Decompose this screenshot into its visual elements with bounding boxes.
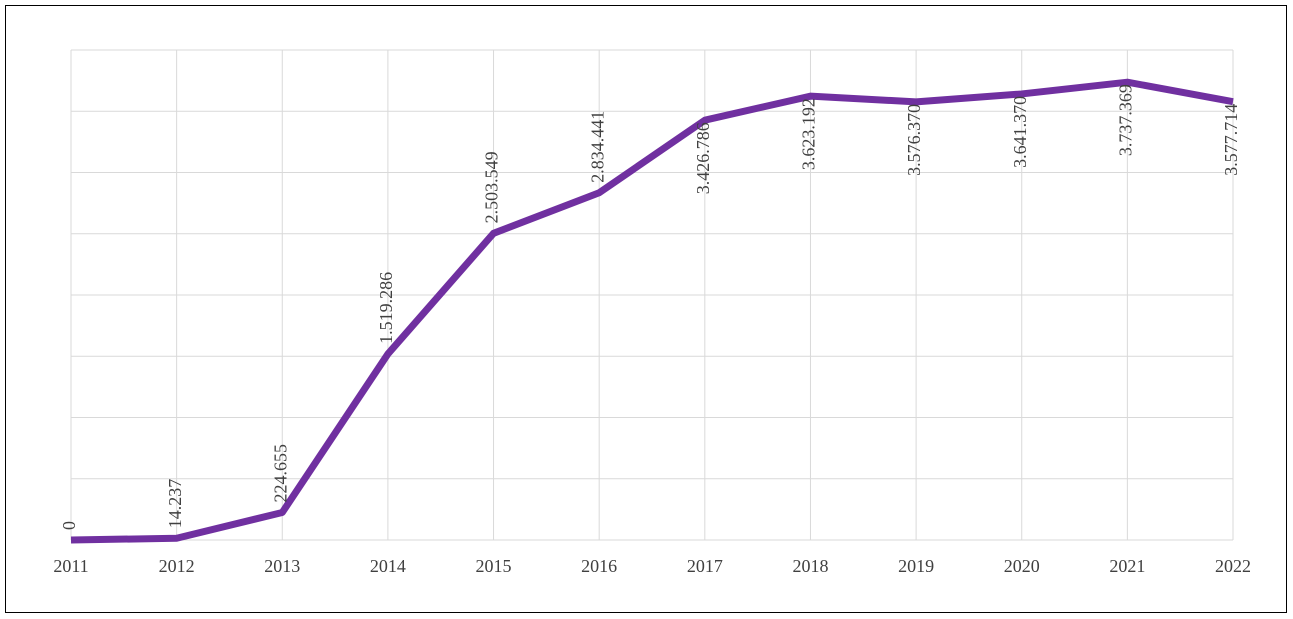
data-line — [70, 78, 1234, 544]
data-label: 3.737.369 — [1115, 84, 1135, 156]
data-label: 3.426.786 — [693, 122, 713, 194]
data-label: 3.576.370 — [904, 104, 924, 176]
chart-border — [5, 5, 1287, 613]
data-label: 0 — [59, 521, 79, 530]
x-tick-label: 2018 — [792, 556, 828, 576]
data-label: 2.834.441 — [587, 111, 607, 183]
x-tick-label: 2014 — [370, 556, 406, 576]
x-tick-label: 2011 — [53, 556, 88, 576]
data-label: 224.655 — [270, 444, 290, 503]
data-label: 14.237 — [165, 479, 185, 529]
x-tick-label: 2019 — [898, 556, 934, 576]
x-tick-label: 2015 — [476, 556, 512, 576]
data-label: 3.641.370 — [1010, 96, 1030, 168]
x-tick-label: 2017 — [687, 556, 723, 576]
x-tick-label: 2016 — [581, 556, 617, 576]
x-tick-label: 2021 — [1109, 556, 1145, 576]
x-tick-label: 2012 — [159, 556, 195, 576]
data-label: 3.623.192 — [799, 98, 819, 170]
x-tick-label: 2020 — [1004, 556, 1040, 576]
data-label: 1.519.286 — [376, 272, 396, 344]
data-label: 2.503.549 — [482, 151, 502, 223]
x-tick-label: 2022 — [1215, 556, 1251, 576]
data-label: 3.577.714 — [1221, 104, 1241, 176]
x-tick-label: 2013 — [264, 556, 300, 576]
